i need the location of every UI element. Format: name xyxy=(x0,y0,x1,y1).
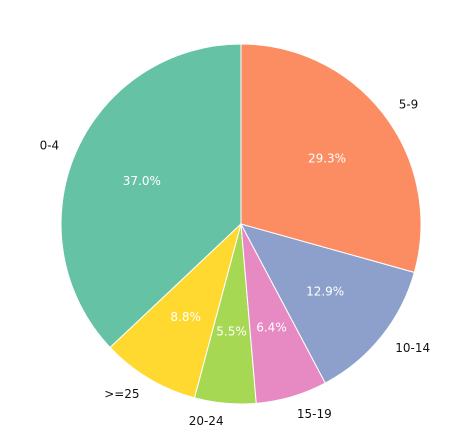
pie-slice-10-14 xyxy=(240,223,415,384)
pie-category-label: 20-24 xyxy=(189,414,224,428)
pie-slice-0-4 xyxy=(60,43,242,349)
pie-percent-label: 12.9% xyxy=(306,285,344,299)
pie-percent-label: 6.4% xyxy=(256,321,287,335)
pie-slices xyxy=(60,43,422,405)
pie-percent-label: 29.3% xyxy=(308,152,346,166)
pie-percent-label: 5.5% xyxy=(216,325,247,339)
pie-percent-labels: 37.0% 8.8% 5.5% 6.4% 12.9% 29.3% xyxy=(123,152,346,339)
pie-slice-25 xyxy=(109,222,242,399)
pie-percent-label: 37.0% xyxy=(123,174,161,188)
pie-percent-label: 8.8% xyxy=(170,310,201,324)
pie-category-label: 0-4 xyxy=(40,139,60,153)
pie-category-label: 5-9 xyxy=(399,97,419,111)
pie-category-label: 10-14 xyxy=(395,341,430,355)
pie-category-label: >=25 xyxy=(104,387,139,401)
pie-category-label: 15-19 xyxy=(297,407,332,421)
pie-slice-5-9 xyxy=(240,43,422,273)
pie-category-labels: 0-4 >=25 20-24 15-19 10-14 5-9 xyxy=(40,97,431,428)
